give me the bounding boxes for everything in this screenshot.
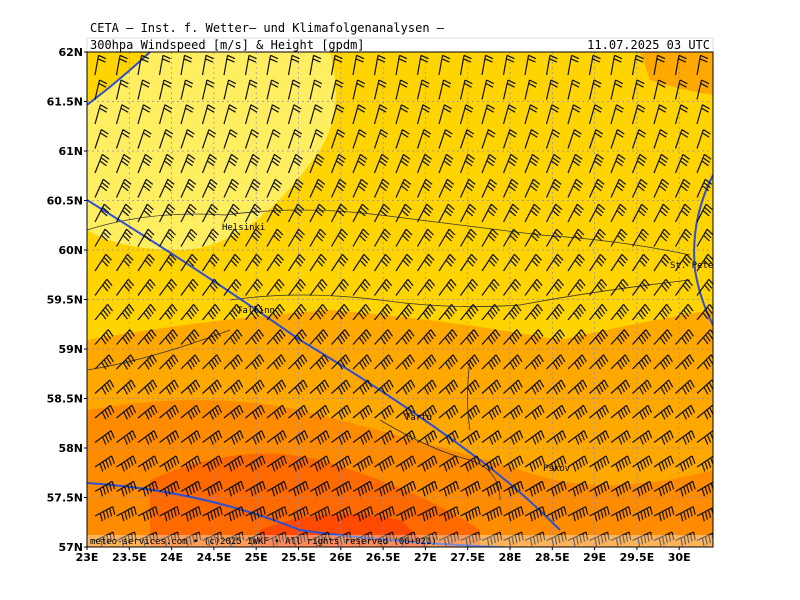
place-label: Tallinn — [237, 306, 275, 316]
graticule — [87, 52, 713, 547]
lon-label: 25.5E — [281, 551, 316, 564]
header-timestamp: 11.07.2025 03 UTC — [587, 38, 710, 52]
lon-label: 28.5E — [535, 551, 570, 564]
header-title: CETA – Inst. f. Wetter– und Klimafolgena… — [90, 21, 445, 35]
lon-label: 28E — [499, 551, 522, 564]
lon-label: 25E — [245, 551, 268, 564]
lat-label: 60N — [58, 244, 83, 257]
lon-label: 29.5E — [620, 551, 655, 564]
lat-label: 59.5N — [47, 294, 83, 307]
lat-label: 57N — [58, 541, 83, 554]
lon-label: 26E — [329, 551, 352, 564]
lon-label: 23.5E — [112, 551, 147, 564]
lon-label: 24.5E — [197, 551, 232, 564]
height-contour — [87, 52, 151, 106]
lat-label: 59N — [58, 343, 83, 356]
lat-label: 60.5N — [47, 195, 83, 208]
lat-label: 57.5N — [47, 492, 83, 505]
wind-barbs — [94, 54, 713, 547]
axes: 62N 61.5N 61N 60.5N 60N 59.5N 59N 58.5N 58N 57.5N… — [47, 46, 691, 564]
coastlines — [87, 209, 691, 501]
lat-label: 61N — [58, 145, 83, 158]
lon-label: 27.5E — [450, 551, 485, 564]
copyright-band — [87, 535, 713, 547]
place-label: St. Petersbg. — [670, 261, 740, 271]
height-contour — [693, 174, 713, 326]
lon-label: 24E — [160, 551, 183, 564]
lon-label: 30E — [668, 551, 691, 564]
place-label: Helsinki — [222, 223, 265, 233]
place-label: Tartu — [405, 413, 432, 423]
lon-label: 27E — [414, 551, 437, 564]
height-contour — [87, 199, 561, 531]
lat-label: 62N — [58, 46, 83, 59]
field-orange-ne — [640, 52, 713, 95]
place-label: Pskov — [543, 464, 570, 474]
lon-label: 29E — [583, 551, 606, 564]
copyright: meteo-services.com • (c)2025 IWKF • All … — [90, 537, 437, 547]
lat-label: 58N — [58, 442, 83, 455]
map-area: Helsinki Tallinn Tartu Pskov St. Petersb… — [87, 52, 740, 547]
lat-label: 58.5N — [47, 393, 83, 406]
header-subtitle: 300hpa Windspeed [m/s] & Height [gpdm] — [90, 38, 365, 52]
lat-label: 61.5N — [47, 96, 83, 109]
lon-label: 23E — [76, 551, 99, 564]
lon-label: 26.5E — [366, 551, 401, 564]
